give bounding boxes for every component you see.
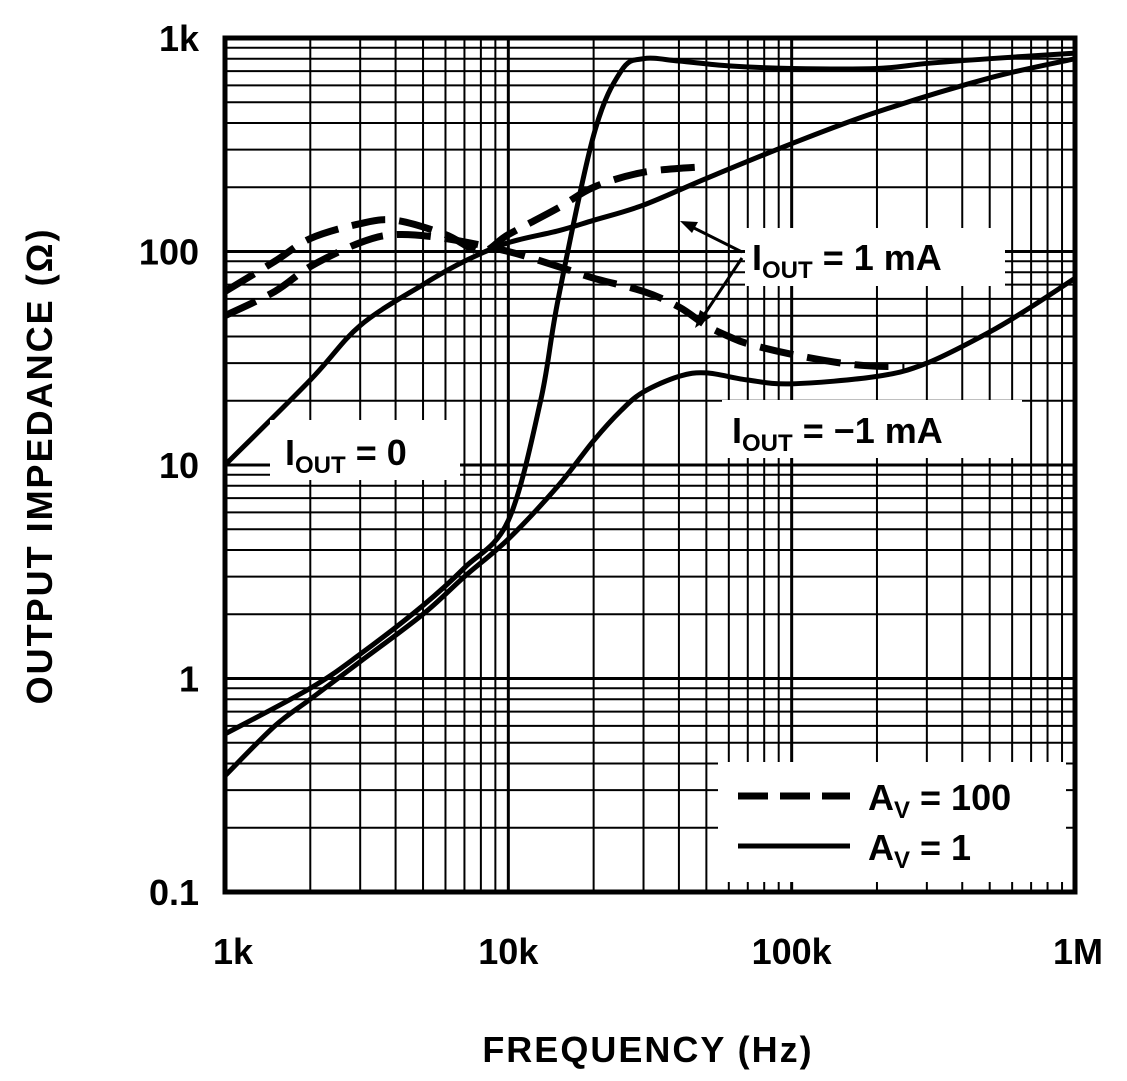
x-tick-labels: 1k 10k 100k 1M (213, 931, 1103, 972)
arrow-upper-icon (680, 221, 743, 254)
x-tick-label: 1M (1053, 931, 1103, 972)
y-tick-labels: 0.1 1 10 100 1k (139, 18, 200, 913)
x-tick-label: 10k (478, 931, 539, 972)
svg-text:IOUT = 0: IOUT = 0 (285, 432, 407, 479)
series-layer (223, 50, 1077, 778)
annotation-iout-0: IOUT = 0 (270, 420, 460, 480)
arrow-lower-icon (695, 257, 744, 328)
y-tick-label: 1 (179, 659, 199, 700)
plot-frame (222, 35, 1078, 895)
solid-series-line (223, 276, 1077, 778)
annotation-iout-1ma: IOUT = 1 mA (680, 221, 1005, 328)
legend-label-av-100: AV = 100 (868, 777, 1011, 824)
x-tick-label: 1k (213, 931, 254, 972)
annotation-iout-neg1ma: IOUT = −1 mA (722, 400, 1022, 458)
solid-series-line (223, 56, 1076, 467)
dashed-series-line (223, 230, 905, 371)
y-axis-title: OUTPUT IMPEDANCE (Ω) (19, 228, 60, 705)
y-tick-label: 10 (159, 445, 199, 486)
x-tick-label: 100k (752, 931, 833, 972)
svg-text:IOUT = −1 mA: IOUT = −1 mA (732, 410, 943, 457)
x-axis-title: FREQUENCY (Hz) (482, 1029, 813, 1070)
legend-label-av-1: AV = 1 (868, 827, 971, 874)
y-tick-label: 1k (159, 18, 200, 59)
y-tick-label: 100 (139, 232, 199, 273)
solid-series-line (223, 50, 1076, 737)
y-tick-label: 0.1 (149, 872, 199, 913)
svg-text:IOUT = 1 mA: IOUT = 1 mA (752, 237, 942, 284)
legend: AV = 100 AV = 1 (718, 762, 1066, 882)
